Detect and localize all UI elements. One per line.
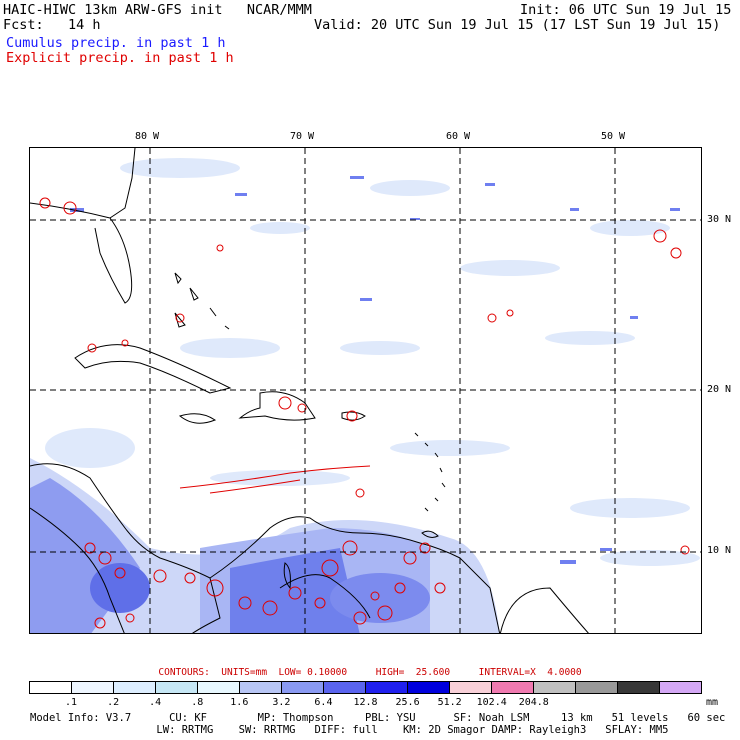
colorbar-swatch xyxy=(576,682,618,693)
colorbar-tick-label: 12.8 xyxy=(353,697,378,708)
model-info-line1: Model Info: V3.7 CU: KF MP: Thompson PBL… xyxy=(30,712,726,724)
colorbar-tick-label: 51.2 xyxy=(437,697,462,708)
colorbar-swatch xyxy=(534,682,576,693)
colorbar-swatch xyxy=(198,682,240,693)
colorbar-swatch xyxy=(30,682,72,693)
colorbar-tick-label: 204.8 xyxy=(518,697,549,708)
cumulus-light-areas xyxy=(45,158,700,566)
precip-map xyxy=(30,148,701,633)
colorbar-tick-label: 25.6 xyxy=(395,697,420,708)
explicit-precip-contours xyxy=(39,197,690,629)
colorbar-tick-label: 6.4 xyxy=(314,697,333,708)
model-title: HAIC-HIWC 13km ARW-GFS init NCAR/MMM xyxy=(3,2,312,18)
colorbar-swatch xyxy=(660,682,701,693)
lon-label-70w: 70 W xyxy=(290,131,315,142)
colorbar-swatch xyxy=(492,682,534,693)
colorbar-swatch xyxy=(156,682,198,693)
colorbar-swatch xyxy=(366,682,408,693)
colorbar-tick-label: .1 xyxy=(65,697,78,708)
latlon-grid xyxy=(30,148,701,633)
lon-label-80w: 80 W xyxy=(135,131,160,142)
init-time: Init: 06 UTC Sun 19 Jul 15 xyxy=(520,2,732,18)
colorbar-tick-label: .8 xyxy=(191,697,204,708)
colorbar-tick-label: 1.6 xyxy=(230,697,249,708)
map-panel xyxy=(29,147,702,634)
colorbar-tick-label: .2 xyxy=(107,697,120,708)
lon-label-50w: 50 W xyxy=(601,131,626,142)
colorbar-tick-label: .4 xyxy=(149,697,162,708)
colorbar-swatch xyxy=(450,682,492,693)
forecast-hour: Fcst: 14 h xyxy=(3,17,101,33)
cumulus-precip-label: Cumulus precip. in past 1 h xyxy=(6,35,226,51)
colorbar-unit: mm xyxy=(706,697,719,708)
valid-time: Valid: 20 UTC Sun 19 Jul 15 (17 LST Sun … xyxy=(314,17,721,33)
colorbar-tick-label: 3.2 xyxy=(272,697,291,708)
lat-label-30n: 30 N xyxy=(707,214,732,225)
lat-label-20n: 20 N xyxy=(707,384,732,395)
colorbar xyxy=(29,681,702,694)
tropical-precip-band xyxy=(30,458,500,633)
explicit-precip-label: Explicit precip. in past 1 h xyxy=(6,50,234,66)
colorbar-tick-label: 102.4 xyxy=(476,697,507,708)
lat-label-10n: 10 N xyxy=(707,545,732,556)
model-info-line2: LW: RRTMG SW: RRTMG DIFF: full KM: 2D Sm… xyxy=(30,724,669,736)
colorbar-swatch xyxy=(114,682,156,693)
colorbar-swatch xyxy=(618,682,660,693)
cumulus-blue-streaks xyxy=(70,176,680,564)
colorbar-swatch xyxy=(282,682,324,693)
lon-label-60w: 60 W xyxy=(446,131,471,142)
colorbar-swatch xyxy=(324,682,366,693)
colorbar-swatch xyxy=(408,682,450,693)
colorbar-swatch xyxy=(72,682,114,693)
contour-info: CONTOURS: UNITS=mm LOW= 0.10000 HIGH= 25… xyxy=(158,667,582,678)
colorbar-swatch xyxy=(240,682,282,693)
